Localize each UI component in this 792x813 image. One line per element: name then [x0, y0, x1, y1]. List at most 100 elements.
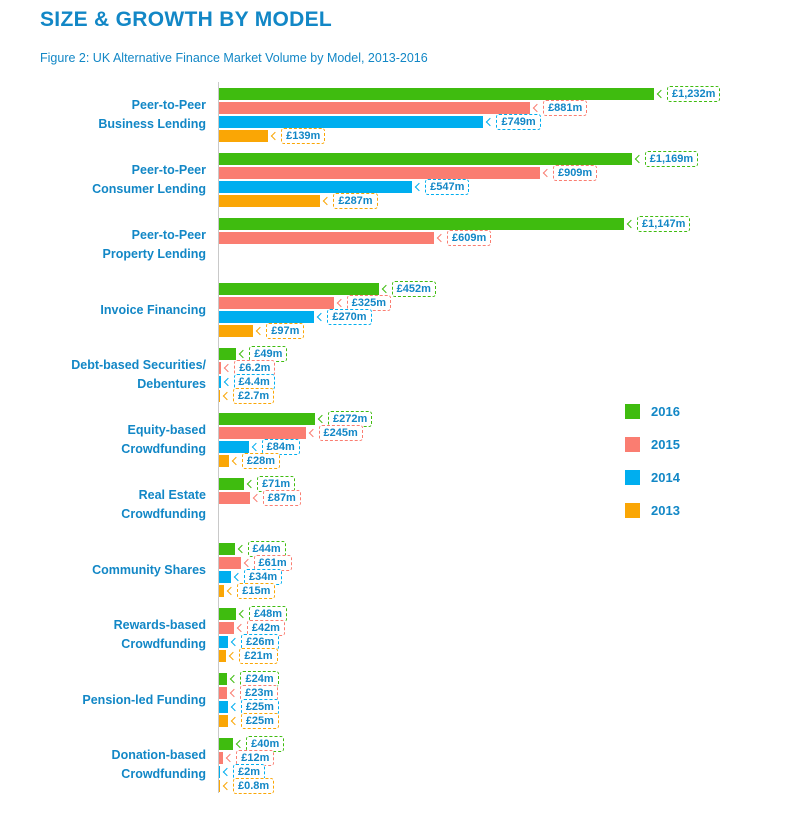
category-label-line: Invoice Financing — [100, 302, 206, 317]
bar-rows: £40m £12m £2m £0.8m — [206, 736, 792, 794]
bar-row-2015: £909m — [219, 165, 792, 181]
bar-rows: £71m £87m — [206, 476, 792, 532]
y-axis-line — [218, 82, 219, 793]
category-group: Invoice Financing £452m £325m £270m £97m — [0, 281, 792, 339]
legend-label: 2015 — [651, 437, 680, 452]
bar-2014 — [219, 701, 228, 713]
leader-tick-icon — [317, 312, 326, 322]
leader-tick-icon — [252, 493, 261, 503]
bar-row-2015: £12m — [219, 750, 792, 766]
category-group: Debt-based Securities/Debentures £49m £6.2… — [0, 346, 792, 404]
bar-2014 — [219, 441, 249, 453]
legend-swatch-2014 — [625, 470, 640, 485]
bar-row-2014: £26m — [219, 634, 792, 650]
value-label-2013: £139m — [281, 128, 326, 144]
bar-row-2015: £325m — [219, 295, 792, 311]
bar-2016 — [219, 478, 245, 490]
value-label-2013: £2.7m — [233, 388, 275, 404]
bar-rows: £272m £245m £84m £28m — [206, 411, 792, 469]
bar-2016 — [219, 673, 228, 685]
value-label-2016: £71m — [257, 476, 296, 492]
leader-tick-icon — [436, 233, 446, 243]
leader-tick-icon — [225, 753, 235, 763]
category-group: Community Shares £44m £61m £34m £15m — [0, 541, 792, 599]
bar-chart: Peer-to-Peer Business Lending £1,232m £881m… — [0, 86, 792, 803]
leader-tick-icon — [542, 168, 552, 178]
leader-tick-icon — [222, 391, 232, 401]
bar-2015 — [219, 752, 224, 764]
category-group: Peer-to-Peer Consumer Lending £1,169m £909m… — [0, 151, 792, 209]
category-label-line: Crowdfunding — [121, 442, 206, 456]
leader-tick-icon — [237, 544, 246, 554]
value-label-2015: £12m — [236, 750, 275, 766]
category-label-line: Crowdfunding — [121, 767, 206, 781]
bar-rows: £48m £42m £26m £21m — [206, 606, 792, 664]
leader-tick-icon — [229, 688, 239, 698]
bar-row-2016: £49m — [219, 346, 792, 362]
bar-row-2015: £881m — [219, 100, 792, 116]
legend-item-2013: 2013 — [625, 503, 680, 518]
leader-tick-icon — [239, 349, 248, 359]
category-label-line: Peer-to-Peer — [131, 163, 206, 178]
value-label-2015: £87m — [262, 490, 301, 506]
bar-2014 — [219, 116, 484, 128]
bar-row-2015: £87m — [219, 490, 792, 506]
bar-row-2016: £1,169m — [219, 151, 792, 167]
bar-row-2015: £6.2m — [219, 360, 792, 376]
value-label-2013: £15m — [237, 583, 276, 599]
bar-2013 — [219, 130, 269, 142]
bar-2013 — [219, 715, 228, 727]
bar-row-2015: £23m — [219, 685, 792, 701]
bar-row-2014: £2m — [219, 764, 792, 780]
category-label: Real Estate Crowdfunding — [0, 478, 206, 532]
category-group: Donation-based Crowdfunding £40m £12m £2m £0.… — [0, 736, 792, 794]
category-label-line: Property Lending — [102, 247, 206, 261]
value-label-2014: £25m — [240, 699, 279, 715]
legend-label: 2013 — [651, 503, 680, 518]
value-label-2015: £6.2m — [234, 360, 276, 376]
figure-caption: Figure 2: UK Alternative Finance Market … — [40, 51, 428, 65]
leader-tick-icon — [323, 196, 332, 206]
value-label-2013: £28m — [241, 453, 281, 469]
leader-tick-icon — [246, 479, 256, 489]
bar-2015 — [219, 297, 334, 309]
bar-row-2013: £21m — [219, 648, 792, 664]
category-label: Peer-to-Peer Consumer Lending — [0, 153, 206, 207]
bar-row-2016: £452m — [219, 281, 792, 297]
value-label-2015: £909m — [552, 165, 598, 181]
legend-label: 2014 — [651, 470, 680, 485]
value-label-2015: £61m — [253, 555, 292, 571]
bar-2015 — [219, 622, 234, 634]
bar-row-2015: £245m — [219, 425, 792, 441]
value-label-2013: £21m — [239, 648, 278, 664]
value-label-2016: £1,169m — [644, 151, 699, 167]
bar-row-2016: £1,147m — [219, 216, 792, 232]
bar-row-2013: £25m — [219, 713, 792, 729]
value-label-2013: £287m — [333, 193, 378, 209]
category-label-line: Business Lending — [98, 117, 206, 131]
chart-legend: 2016 2015 2014 2013 — [625, 404, 680, 536]
bar-row-2016: £71m — [219, 476, 792, 492]
category-label-line: Community Shares — [92, 562, 206, 577]
bar-row-2015: £61m — [219, 555, 792, 571]
leader-tick-icon — [381, 284, 390, 294]
bar-2013 — [219, 325, 254, 337]
category-label: Debt-based Securities/Debentures — [0, 348, 206, 402]
category-label-line: Pension-led Funding — [82, 692, 206, 707]
value-label-2013: £25m — [240, 713, 279, 729]
bar-row-2013 — [219, 520, 792, 532]
category-label: Donation-based Crowdfunding — [0, 738, 206, 792]
leader-tick-icon — [626, 219, 636, 229]
bar-rows: £24m £23m £25m £25m — [206, 671, 792, 729]
bar-row-2014: £25m — [219, 699, 792, 715]
legend-swatch-2015 — [625, 437, 640, 452]
category-group: Pension-led Funding £24m £23m £25m £25m — [0, 671, 792, 729]
value-label-2014: £270m — [327, 309, 372, 325]
leader-tick-icon — [223, 363, 233, 373]
bar-2013 — [219, 390, 220, 402]
bar-2016 — [219, 413, 316, 425]
category-label-line: Crowdfunding — [121, 507, 206, 521]
value-label-2015: £325m — [346, 295, 392, 311]
leader-tick-icon — [227, 586, 236, 596]
